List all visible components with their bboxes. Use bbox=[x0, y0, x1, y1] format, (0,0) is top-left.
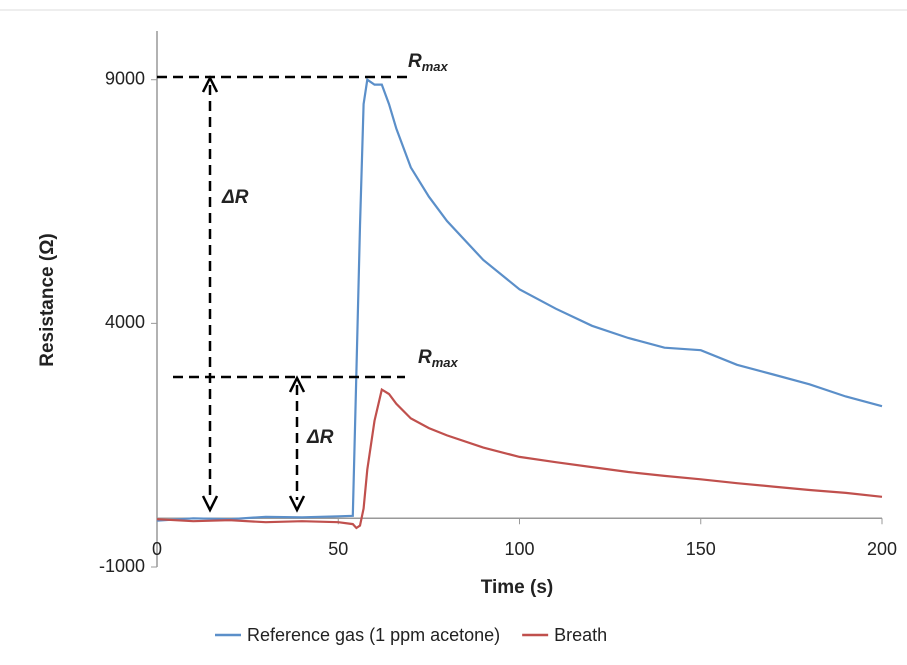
annotation: Rmax bbox=[408, 51, 449, 74]
y-tick-label: -1000 bbox=[99, 556, 145, 576]
x-tick-label: 50 bbox=[328, 539, 348, 559]
annotation-main: R bbox=[408, 51, 422, 72]
annotation-main: R bbox=[418, 347, 432, 368]
x-tick-label: 100 bbox=[504, 539, 534, 559]
annotation-sub: max bbox=[422, 59, 449, 74]
plot: -1000 4000 9000 0 50 100 150 200 bbox=[99, 31, 897, 576]
x-tick-label: 0 bbox=[152, 539, 162, 559]
arrow-head bbox=[201, 75, 219, 513]
y-tick-label: 9000 bbox=[105, 68, 145, 88]
annotation: Rmax bbox=[418, 347, 459, 370]
series-line bbox=[156, 387, 883, 530]
y-axis-label: Resistance (Ω) bbox=[37, 233, 58, 367]
legend-label: Breath bbox=[554, 625, 607, 645]
x-axis-label: Time (s) bbox=[481, 577, 554, 598]
y-tick-label: 4000 bbox=[105, 312, 145, 332]
arrow-head bbox=[288, 375, 306, 513]
annotation-sub: max bbox=[432, 355, 459, 370]
annotation: ΔR bbox=[221, 187, 249, 208]
annotation: ΔR bbox=[306, 427, 334, 448]
x-tick-label: 200 bbox=[867, 539, 897, 559]
legend-label: Reference gas (1 ppm acetone) bbox=[247, 625, 500, 645]
x-tick-label: 150 bbox=[686, 539, 716, 559]
series-line bbox=[156, 77, 883, 522]
